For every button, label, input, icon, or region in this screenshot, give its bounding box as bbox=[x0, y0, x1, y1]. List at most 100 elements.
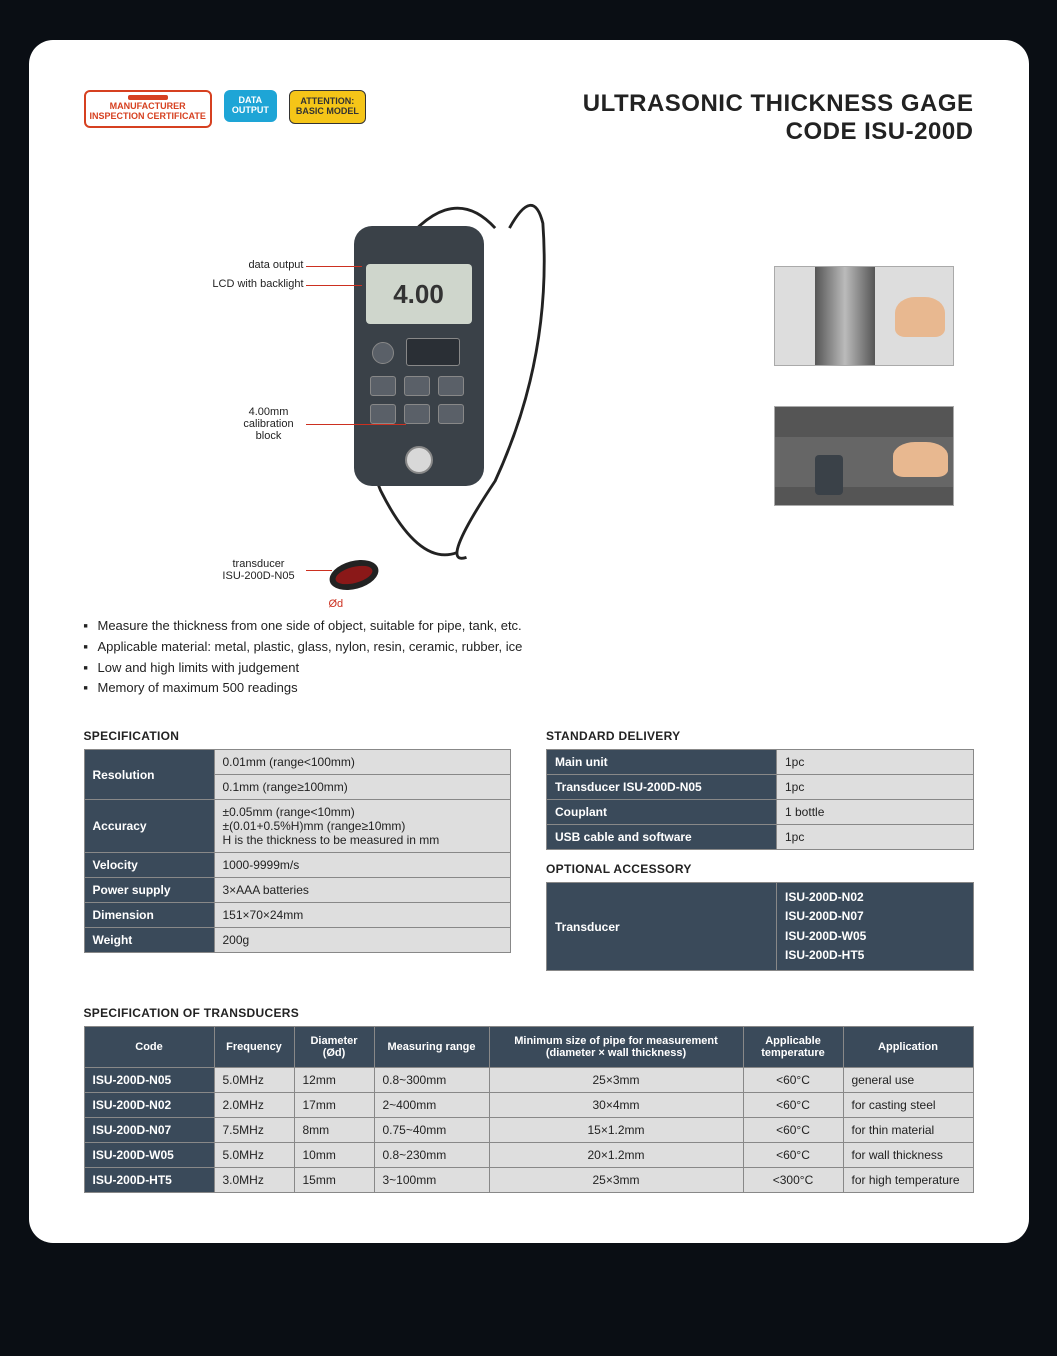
trans-pipe: 20×1.2mm bbox=[489, 1142, 743, 1167]
trans-code: ISU-200D-HT5 bbox=[84, 1167, 214, 1192]
trans-line2: ISU-200D-N05 bbox=[214, 570, 304, 582]
calib-line1: 4.00mm bbox=[234, 406, 304, 418]
calib-line2: calibration block bbox=[234, 418, 304, 442]
trans-pipe: 25×3mm bbox=[489, 1167, 743, 1192]
callout-transducer: transducer ISU-200D-N05 bbox=[214, 558, 304, 582]
keypad-button bbox=[438, 376, 464, 396]
specification-column: SPECIFICATION Resolution 0.01mm (range<1… bbox=[84, 729, 512, 971]
product-illustration: 4.00 data output LCD with backlight bbox=[84, 166, 744, 586]
trans-freq: 7.5MHz bbox=[214, 1117, 294, 1142]
usage-thumbnail-2 bbox=[774, 406, 954, 506]
trans-temp: <60°C bbox=[743, 1117, 843, 1142]
callout-line bbox=[306, 570, 332, 571]
accessory-item: ISU-200D-N07 bbox=[785, 907, 965, 926]
trans-code: ISU-200D-N02 bbox=[84, 1092, 214, 1117]
spec-label: Velocity bbox=[84, 853, 214, 878]
certificate-badge: MANUFACTURER INSPECTION CERTIFICATE bbox=[84, 90, 212, 128]
spec-value: 3×AAA batteries bbox=[214, 878, 511, 903]
spec-label: Dimension bbox=[84, 903, 214, 928]
transducers-section: SPECIFICATION OF TRANSDUCERS Code Freque… bbox=[84, 1006, 974, 1193]
table-row: Dimension 151×70×24mm bbox=[84, 903, 511, 928]
callout-line bbox=[306, 266, 362, 267]
trans-temp: <60°C bbox=[743, 1142, 843, 1167]
keypad-button bbox=[438, 404, 464, 424]
specification-heading: SPECIFICATION bbox=[84, 729, 512, 743]
title-line2: CODE ISU-200D bbox=[583, 118, 974, 146]
table-row: ISU-200D-W05 5.0MHz 10mm 0.8~230mm 20×1.… bbox=[84, 1142, 973, 1167]
trans-freq: 5.0MHz bbox=[214, 1067, 294, 1092]
accessory-items: ISU-200D-N02 ISU-200D-N07 ISU-200D-W05 I… bbox=[777, 883, 974, 971]
col-header: Applicable temperature bbox=[743, 1026, 843, 1067]
keypad-arrow-pad bbox=[406, 338, 460, 366]
accessory-item: ISU-200D-W05 bbox=[785, 927, 965, 946]
trans-code: ISU-200D-W05 bbox=[84, 1142, 214, 1167]
trans-range: 2~400mm bbox=[374, 1092, 489, 1117]
table-row: Main unit1pc bbox=[547, 750, 974, 775]
trans-range: 0.8~230mm bbox=[374, 1142, 489, 1167]
col-header: Measuring range bbox=[374, 1026, 489, 1067]
trans-app: for thin material bbox=[843, 1117, 973, 1142]
spec-value: 200g bbox=[214, 928, 511, 953]
transducers-table: Code Frequency Diameter (Ød) Measuring r… bbox=[84, 1026, 974, 1193]
attention-badge: ATTENTION: BASIC MODEL bbox=[289, 90, 366, 124]
delivery-item: USB cable and software bbox=[547, 825, 777, 850]
table-row: Accuracy ±0.05mm (range<10mm) ±(0.01+0.5… bbox=[84, 800, 511, 853]
bullet-item: Memory of maximum 500 readings bbox=[84, 678, 974, 699]
table-header-row: Code Frequency Diameter (Ød) Measuring r… bbox=[84, 1026, 973, 1067]
table-row: Couplant1 bottle bbox=[547, 800, 974, 825]
spec-delivery-row: SPECIFICATION Resolution 0.01mm (range<1… bbox=[84, 729, 974, 971]
table-row: Transducer ISU-200D-N02 ISU-200D-N07 ISU… bbox=[547, 883, 974, 971]
device-graphic bbox=[815, 455, 843, 495]
callout-line bbox=[306, 285, 362, 286]
trans-diam: 10mm bbox=[294, 1142, 374, 1167]
keypad-button bbox=[370, 404, 396, 424]
delivery-table: Main unit1pc Transducer ISU-200D-N051pc … bbox=[546, 749, 974, 850]
delivery-qty: 1pc bbox=[777, 825, 974, 850]
trans-pipe: 30×4mm bbox=[489, 1092, 743, 1117]
trans-diam: 15mm bbox=[294, 1167, 374, 1192]
trans-range: 0.75~40mm bbox=[374, 1117, 489, 1142]
title-block: ULTRASONIC THICKNESS GAGE CODE ISU-200D bbox=[583, 90, 974, 146]
trans-diam: 12mm bbox=[294, 1067, 374, 1092]
col-header: Frequency bbox=[214, 1026, 294, 1067]
accessory-label: Transducer bbox=[547, 883, 777, 971]
trans-diam: 17mm bbox=[294, 1092, 374, 1117]
product-datasheet-page: MANUFACTURER INSPECTION CERTIFICATE DATA… bbox=[29, 40, 1029, 1243]
usage-thumbnail-1 bbox=[774, 266, 954, 366]
delivery-item: Transducer ISU-200D-N05 bbox=[547, 775, 777, 800]
delivery-qty: 1pc bbox=[777, 775, 974, 800]
table-row: USB cable and software1pc bbox=[547, 825, 974, 850]
hero-section: 4.00 data output LCD with backlight bbox=[84, 166, 974, 586]
header-row: MANUFACTURER INSPECTION CERTIFICATE DATA… bbox=[84, 90, 974, 146]
title-line1: ULTRASONIC THICKNESS GAGE bbox=[583, 90, 974, 118]
callout-data-output: data output bbox=[204, 259, 304, 271]
trans-app: general use bbox=[843, 1067, 973, 1092]
attn-line2: BASIC MODEL bbox=[296, 107, 359, 117]
col-header: Minimum size of pipe for measurement (di… bbox=[489, 1026, 743, 1067]
table-row: ISU-200D-N07 7.5MHz 8mm 0.75~40mm 15×1.2… bbox=[84, 1117, 973, 1142]
delivery-heading: STANDARD DELIVERY bbox=[546, 729, 974, 743]
table-row: Resolution 0.01mm (range<100mm) bbox=[84, 750, 511, 775]
callout-lcd: LCD with backlight bbox=[184, 278, 304, 290]
accessory-item: ISU-200D-N02 bbox=[785, 888, 965, 907]
delivery-item: Couplant bbox=[547, 800, 777, 825]
delivery-item: Main unit bbox=[547, 750, 777, 775]
transducers-heading: SPECIFICATION OF TRANSDUCERS bbox=[84, 1006, 974, 1020]
pipe-graphic bbox=[815, 267, 875, 365]
spec-value: ±0.05mm (range<10mm) ±(0.01+0.5%H)mm (ra… bbox=[214, 800, 511, 853]
accessory-heading: OPTIONAL ACCESSORY bbox=[546, 862, 974, 876]
trans-pipe: 15×1.2mm bbox=[489, 1117, 743, 1142]
hand-graphic bbox=[893, 442, 948, 477]
spec-label: Weight bbox=[84, 928, 214, 953]
badges-row: MANUFACTURER INSPECTION CERTIFICATE DATA… bbox=[84, 90, 366, 128]
spec-value: 1000-9999m/s bbox=[214, 853, 511, 878]
table-row: ISU-200D-N02 2.0MHz 17mm 2~400mm 30×4mm … bbox=[84, 1092, 973, 1117]
keypad-button bbox=[370, 376, 396, 396]
spec-label: Accuracy bbox=[84, 800, 214, 853]
trans-freq: 3.0MHz bbox=[214, 1167, 294, 1192]
delivery-column: STANDARD DELIVERY Main unit1pc Transduce… bbox=[546, 729, 974, 971]
bullet-item: Applicable material: metal, plastic, gla… bbox=[84, 637, 974, 658]
trans-range: 3~100mm bbox=[374, 1167, 489, 1192]
trans-code: ISU-200D-N05 bbox=[84, 1067, 214, 1092]
table-row: ISU-200D-N05 5.0MHz 12mm 0.8~300mm 25×3m… bbox=[84, 1067, 973, 1092]
